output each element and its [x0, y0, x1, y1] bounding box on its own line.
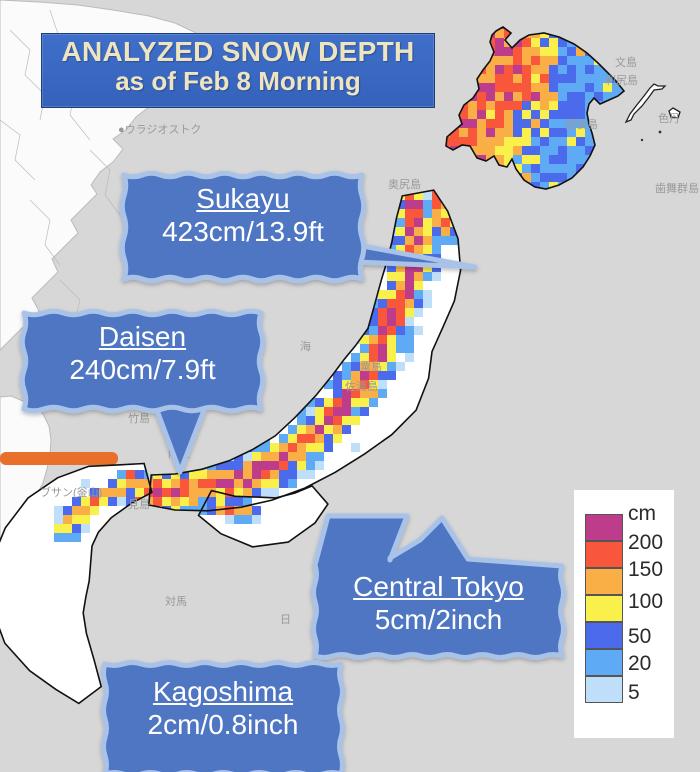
svg-text:国後島: 国後島 — [565, 117, 598, 131]
svg-text:ブサン(釡山): ブサン(釡山) — [40, 485, 102, 499]
svg-text:歯舞群島: 歯舞群島 — [655, 181, 699, 195]
svg-text:色丹: 色丹 — [658, 111, 680, 125]
svg-text:粟島: 粟島 — [360, 359, 382, 373]
svg-text:●ウラジオストク: ●ウラジオストク — [118, 123, 201, 136]
svg-text:対馬: 対馬 — [165, 594, 187, 608]
svg-text:見島: 見島 — [128, 497, 150, 511]
svg-text:隠岐: 隠岐 — [168, 447, 190, 460]
svg-text:奥尻島: 奥尻島 — [388, 177, 421, 191]
svg-text:利尻島: 利尻島 — [605, 73, 638, 87]
svg-text:日: 日 — [280, 614, 291, 626]
svg-text:竹島: 竹島 — [128, 411, 150, 425]
svg-text:海: 海 — [300, 339, 311, 353]
svg-text:佐渡島: 佐渡島 — [345, 379, 378, 393]
svg-text:文島: 文島 — [615, 55, 637, 69]
svg-text:伊: 伊 — [428, 530, 439, 543]
